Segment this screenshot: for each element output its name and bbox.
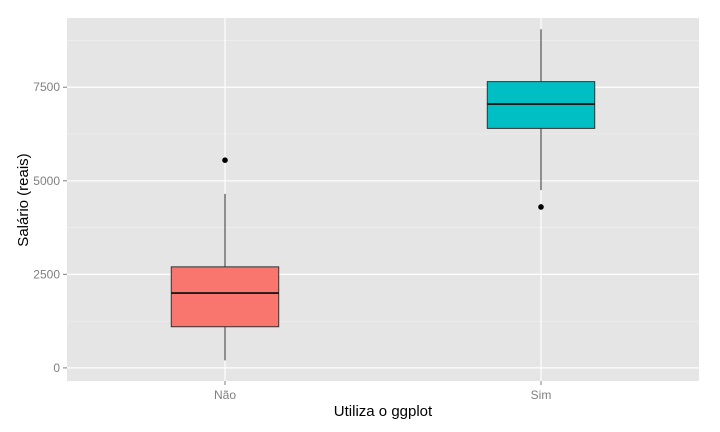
- y-axis-title: Salário (reais): [15, 153, 32, 246]
- x-tick-label: Não: [214, 388, 236, 402]
- x-axis-title: Utiliza o ggplot: [334, 403, 433, 420]
- y-tick-label: 0: [53, 361, 60, 375]
- box-body: [170, 266, 280, 328]
- outlier-point: [538, 204, 544, 210]
- y-axis-ticks: 0 2500 5000 7500: [33, 80, 67, 375]
- x-axis-ticks: Não Sim: [214, 381, 551, 402]
- outlier-point: [222, 157, 228, 164]
- box-body: [486, 81, 596, 129]
- box-series: [170, 29, 596, 361]
- y-tick-label: 5000: [33, 174, 60, 188]
- box-2: [486, 29, 596, 210]
- box-1: [170, 157, 280, 361]
- minor-gridlines: [67, 40, 699, 322]
- plot-panel: [67, 18, 699, 381]
- x-tick-label: Sim: [531, 388, 552, 402]
- y-tick-label: 2500: [33, 267, 60, 281]
- y-tick-label: 7500: [33, 80, 60, 94]
